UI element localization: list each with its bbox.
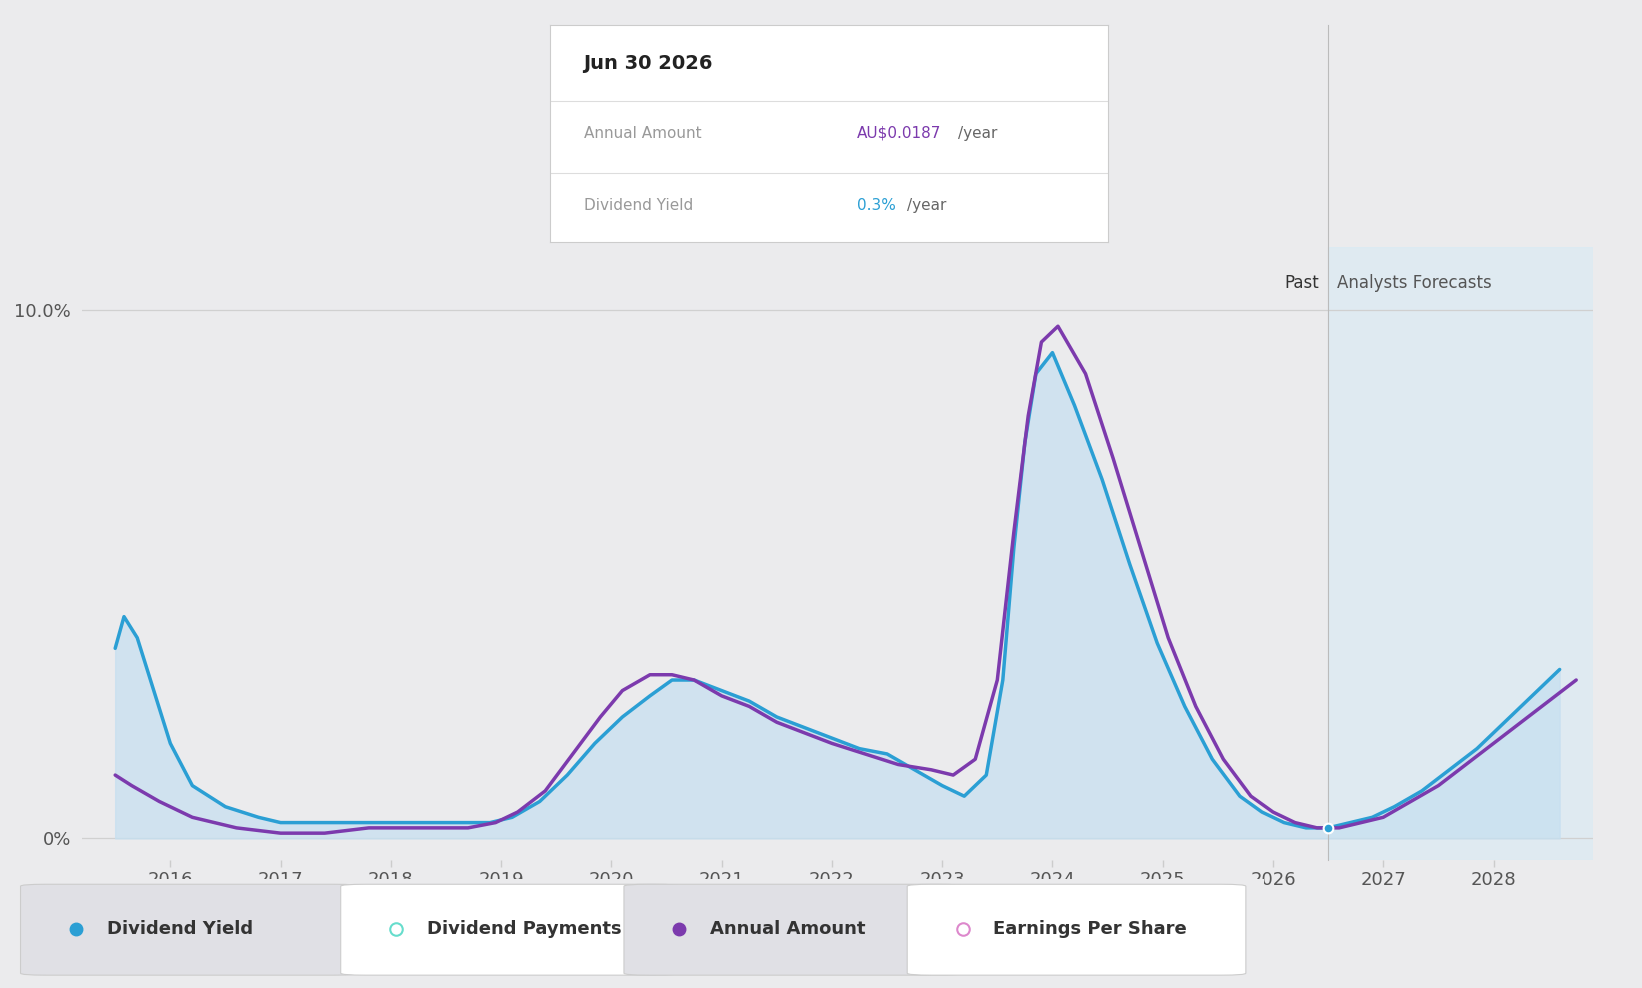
Text: /year: /year — [957, 125, 997, 141]
Text: Analysts Forecasts: Analysts Forecasts — [1337, 274, 1491, 291]
FancyBboxPatch shape — [20, 884, 360, 975]
Text: Past: Past — [1284, 274, 1319, 291]
Text: 0.3%: 0.3% — [857, 198, 897, 212]
Text: Earnings Per Share: Earnings Per Share — [993, 920, 1187, 938]
Text: Dividend Yield: Dividend Yield — [107, 920, 253, 938]
Text: Dividend Yield: Dividend Yield — [583, 198, 693, 212]
Text: Dividend Payments: Dividend Payments — [427, 920, 622, 938]
FancyBboxPatch shape — [908, 884, 1246, 975]
FancyBboxPatch shape — [624, 884, 962, 975]
Text: Annual Amount: Annual Amount — [711, 920, 865, 938]
Text: Jun 30 2026: Jun 30 2026 — [583, 54, 713, 73]
FancyBboxPatch shape — [342, 884, 680, 975]
Text: /year: /year — [908, 198, 947, 212]
Text: Annual Amount: Annual Amount — [583, 125, 701, 141]
Text: AU$0.0187: AU$0.0187 — [857, 125, 941, 141]
Bar — [1328, 247, 1593, 860]
